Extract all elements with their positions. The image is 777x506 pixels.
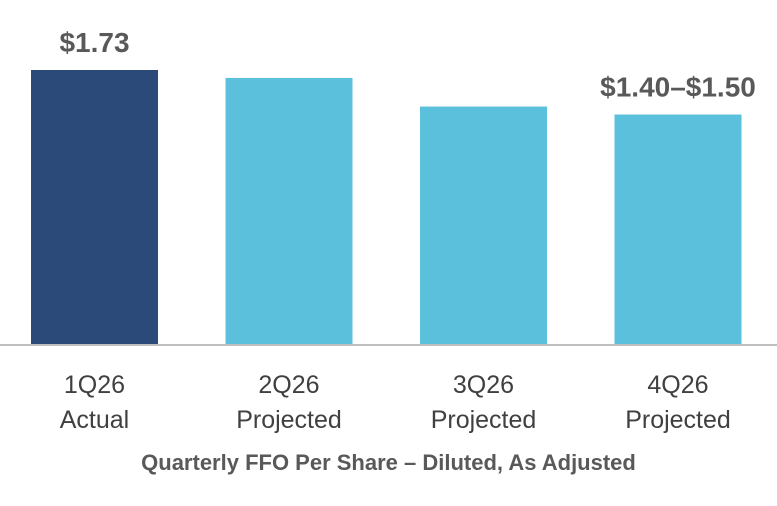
data-label-4q26: $1.40–$1.50 [600,72,756,103]
tick-label-status: Projected [625,406,731,434]
tick-label-status: Projected [431,406,537,434]
bar-1q26 [31,70,158,345]
bar-4q26 [614,114,742,345]
x-axis-label: Quarterly FFO Per Share – Diluted, As Ad… [141,450,636,475]
bar-3q26 [420,106,547,345]
tick-label-quarter: 1Q26 [64,371,125,399]
tick-label-status: Actual [60,406,129,434]
tick-label-quarter: 3Q26 [453,371,514,399]
tick-label-quarter: 2Q26 [258,371,319,399]
tick-label-status: Projected [236,406,342,434]
tick-label-quarter: 4Q26 [647,371,708,399]
bar-2q26 [225,77,353,346]
data-label-1q26: $1.73 [59,27,129,58]
